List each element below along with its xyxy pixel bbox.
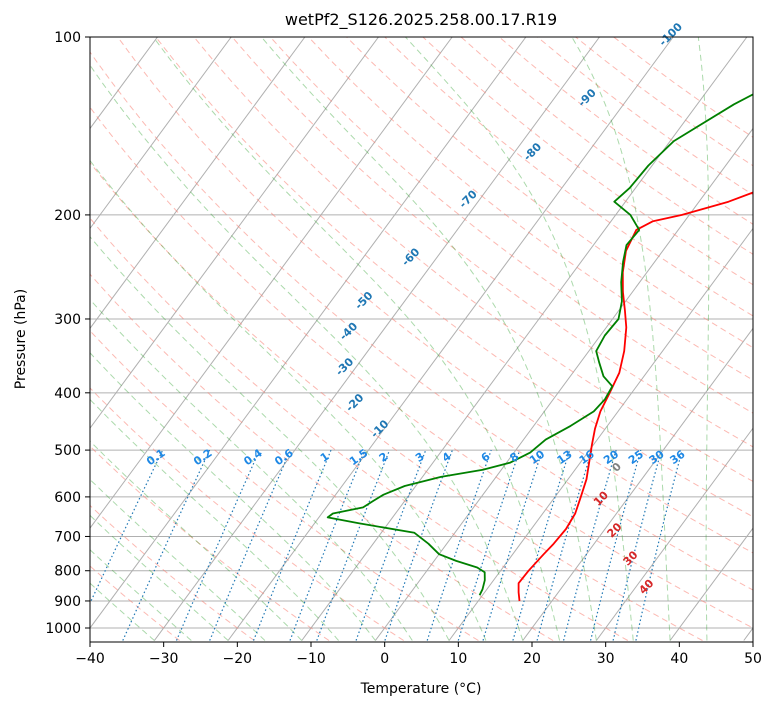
y-axis: 100 200 300 400 500 600 700 800 900 1000 [45,30,90,637]
mixing-ratio-line [384,449,453,641]
mixing-ratio-line [316,449,391,641]
isotherm-line [374,127,753,641]
chart-title: wetPf2_S126.2025.258.00.17.R19 [285,10,557,30]
moist-adiabat-line [152,37,561,641]
x-tick-label: 20 [523,651,541,667]
isotherm-line [448,227,753,641]
mixing-ratio-line [635,449,683,641]
mixing-ratio-line [590,449,642,641]
mixing-ratio-line [252,449,332,641]
dry-adiabat-line [90,387,404,641]
moist-adiabat-line [90,235,450,641]
y-tick-label: 700 [54,529,81,545]
x-tick-label: −20 [223,651,253,667]
isotherm-line [669,527,753,641]
y-tick-label: 300 [54,312,81,328]
x-tick-label: 40 [670,651,688,667]
isotherm-line [227,37,674,641]
sounding-profiles [326,93,753,602]
y-tick-label: 900 [54,594,81,610]
dry-adiabat-line [90,273,554,641]
moist-adiabat-line [261,37,597,641]
dry-adiabat-line [269,37,753,414]
temperature-profile [517,191,753,602]
moist-adiabat-line [405,37,634,641]
background-lines [90,37,753,641]
dry-adiabat-line [90,217,629,641]
x-tick-label: 30 [597,651,615,667]
moist-adiabat-line [90,549,192,641]
y-tick-label: 100 [54,30,81,46]
moist-adiabat-line [90,478,266,641]
x-axis-label: Temperature (°C) [360,681,482,697]
isotherm-line [90,37,453,529]
moist-adiabat-line [90,582,155,641]
isotherm-line [595,427,753,641]
y-tick-label: 600 [54,490,81,506]
mixing-ratio-line [355,449,427,641]
mixing-ratio-line [122,449,211,641]
dewpoint-profile [326,93,753,596]
moist-adiabat-line [571,37,671,641]
isotherm-line [90,37,232,230]
mixing-ratio-line [289,449,366,641]
moist-adiabat-line [90,514,229,641]
mixing-ratio-line [457,449,521,641]
plot-frame [89,36,754,643]
y-tick-label: 1000 [45,621,81,637]
isotherm-line [153,37,600,641]
moist-adiabat-line [90,298,413,641]
dry-adiabat-line [90,106,753,629]
y-tick-label: 500 [54,443,81,459]
dry-adiabat-line [117,37,753,554]
dry-adiabat-line [155,37,753,518]
mixing-ratio-line [426,449,492,641]
dry-adiabat-line [90,161,703,641]
mixing-ratio-line [563,449,617,641]
x-tick-label: 0 [380,651,389,667]
isotherm-line [90,37,527,629]
x-axis: −40 −30 −20 −10 0 10 20 30 40 50 [75,642,762,667]
moist-adiabat-line [90,398,339,641]
dry-adiabat-line [90,51,753,591]
dry-adiabat-line [308,37,753,381]
isotherm-line [90,37,306,330]
y-tick-label: 800 [54,564,81,580]
isotherm-line [522,327,753,641]
y-tick-label: 400 [54,386,81,402]
x-tick-label: 10 [449,651,467,667]
moist-adiabat-line [90,64,524,641]
moist-adiabat-line [697,37,710,641]
isotherm-line [301,37,748,641]
y-tick-label: 200 [54,208,81,224]
mixing-ratio-line [209,449,291,641]
mixing-ratio-line [612,449,662,641]
dry-adiabat-line [346,37,753,349]
mixing-ratio-line [536,449,593,641]
x-tick-label: −40 [75,651,105,667]
x-tick-label: −10 [296,651,326,667]
x-tick-label: 50 [744,651,762,667]
moist-adiabat-line [90,352,376,641]
mixing-ratio-line [175,449,261,641]
isotherm-line [90,37,379,430]
x-tick-label: −30 [149,651,179,667]
y-axis-label: Pressure (hPa) [13,289,29,389]
mixing-ratio-line [482,449,544,641]
